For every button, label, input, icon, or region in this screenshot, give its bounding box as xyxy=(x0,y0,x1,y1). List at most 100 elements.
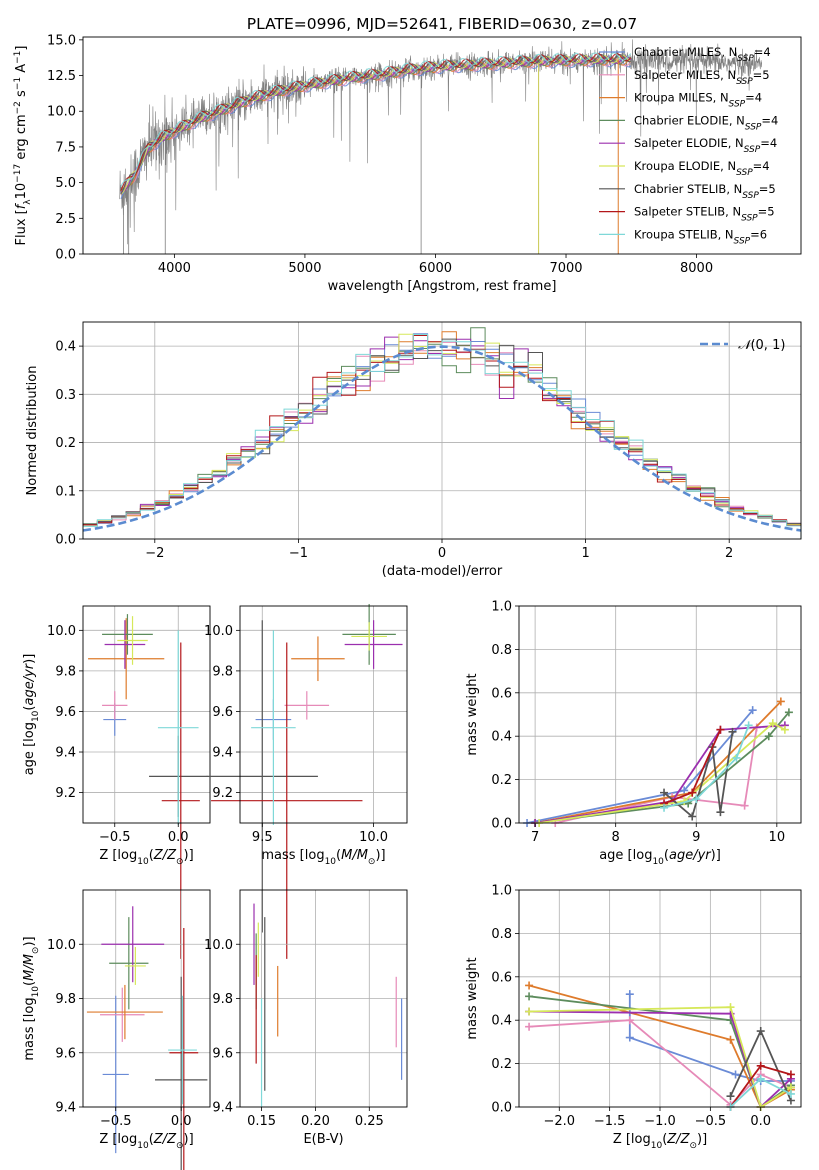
legend-entry: Kroupa ELODIE, NSSP=4 xyxy=(634,159,770,178)
spectrum-xtick-label: 6000 xyxy=(419,261,452,276)
spectrum-model-line xyxy=(120,56,632,191)
age-vs-mass-errorbar xyxy=(251,630,296,826)
age-vs-Z-errorbar xyxy=(88,618,165,700)
weight-vs-Z-xtick-label: −1.0 xyxy=(644,1114,676,1129)
residuals-ytick-label: 0.4 xyxy=(55,340,76,355)
weight-vs-Z-point xyxy=(726,1035,735,1044)
mass-vs-Z-errorbar xyxy=(102,995,129,1154)
age-vs-Z-xtick-label: −0.5 xyxy=(99,830,131,845)
spectrum-xtick-label: 5000 xyxy=(288,261,321,276)
age-vs-Z-plot xyxy=(88,614,208,959)
mass-vs-ebv-ytick-label: 9.6 xyxy=(212,1046,233,1061)
weight-vs-age-point xyxy=(740,801,749,810)
legend-entry: Chabrier MILES, NSSP=4 xyxy=(634,45,771,64)
weight-vs-age-point xyxy=(732,753,741,762)
mass-vs-Z-axes: −0.5 0.0 9.4 9.6 9.8 10.0 Z [log10(Z/Z⊙)] mass … xyxy=(22,889,211,1151)
mass-vs-Z-errorbar xyxy=(100,987,145,1042)
weight-vs-age-point xyxy=(744,721,753,730)
mass-vs-Z-frame xyxy=(82,889,211,1108)
weight-vs-age-ytick-label: 0.6 xyxy=(491,686,512,701)
legend-entry: Salpeter ELODIE, NSSP=4 xyxy=(634,136,777,155)
weight-vs-age-xlabel: age [log10(age/yr)] xyxy=(599,848,721,867)
weight-vs-Z-panel: −2.0 −1.5 −1.0 −0.5 0.0 0.0 0.2 0.4 0.6 0.8 1.0 Z [… xyxy=(465,884,802,1151)
mass-vs-ebv-xtick-label: 0.20 xyxy=(301,1114,330,1129)
weight-vs-Z-axes: −2.0 −1.5 −1.0 −0.5 0.0 0.0 0.2 0.4 0.6 0.8 1.0 Z [… xyxy=(465,884,802,1151)
residuals-plot xyxy=(82,327,802,539)
weight-vs-age-xtick-label: 8 xyxy=(612,830,620,845)
weight-vs-age-point xyxy=(748,706,757,715)
weight-vs-Z-ytick-label: 0.6 xyxy=(491,970,512,985)
weight-vs-age-series xyxy=(531,708,793,827)
age-vs-mass-errorbar xyxy=(284,691,330,720)
weight-vs-Z-xtick-label: −0.5 xyxy=(695,1114,727,1129)
mass-vs-Z-errorbar xyxy=(168,995,197,1105)
weight-vs-Z-xtick-label: −2.0 xyxy=(543,1114,575,1129)
weight-vs-age-xtick-label: 10 xyxy=(769,830,786,845)
mass-vs-ebv-ytick-label: 9.8 xyxy=(212,992,233,1007)
age-vs-Z-errorbar xyxy=(157,630,199,826)
weight-vs-Z-point xyxy=(525,992,534,1001)
residuals-xtick-label: 0 xyxy=(438,546,446,561)
spectrum-plot xyxy=(119,39,762,254)
weight-vs-Z-point xyxy=(726,1092,735,1101)
weight-vs-age-ytick-label: 0.4 xyxy=(491,730,512,745)
figure-title: PLATE=0996, MJD=52641, FIBERID=0630, z=0… xyxy=(247,15,637,33)
spectrum-ytick-label: 10.0 xyxy=(47,105,76,120)
age-vs-mass-ytick-label: 9.2 xyxy=(212,786,233,801)
age-vs-Z-axes: −0.5 0.0 9.2 9.4 9.6 9.8 10.0 Z [log10(Z/Z⊙)] ag… xyxy=(22,605,211,867)
weight-vs-age-point xyxy=(680,786,689,795)
age-vs-Z-grid xyxy=(83,606,210,823)
weight-vs-Z-point xyxy=(726,1003,735,1012)
spectrum-axes: 4000 5000 6000 7000 8000 0.0 2.5 5.0 7.5 10.0 12.5… xyxy=(13,33,802,294)
mass-vs-Z-errorbar xyxy=(101,906,165,983)
residuals-ytick-label: 0.0 xyxy=(55,533,76,548)
mass-vs-Z-errorbar xyxy=(169,927,199,1170)
weight-vs-age-series xyxy=(660,725,725,808)
weight-vs-age-point xyxy=(776,697,785,706)
mass-vs-Z-errorbar xyxy=(109,917,149,1010)
weight-vs-age-ylabel: mass weight xyxy=(465,673,480,755)
residuals-xlabel: (data-model)/error xyxy=(382,564,503,579)
age-vs-mass-ytick-label: 9.6 xyxy=(212,705,233,720)
residuals-xtick-label: 2 xyxy=(725,546,733,561)
age-vs-mass-ytick-label: 10.0 xyxy=(204,624,233,639)
residuals-ytick-label: 0.1 xyxy=(55,484,76,499)
mass-vs-Z-ytick-label: 9.6 xyxy=(55,1046,76,1061)
spectrum-model-line xyxy=(120,55,632,193)
legend-entry: Kroupa STELIB, NSSP=6 xyxy=(634,227,767,246)
weight-vs-Z-ytick-label: 1.0 xyxy=(491,884,512,899)
weight-vs-Z-series-line xyxy=(529,1010,792,1109)
weight-vs-Z-ytick-label: 0.0 xyxy=(491,1101,512,1116)
age-vs-mass-ytick-label: 9.8 xyxy=(212,664,233,679)
age-vs-Z-xlabel: Z [log10(Z/Z⊙)] xyxy=(99,848,193,867)
spectrum-xtick-label: 4000 xyxy=(158,261,191,276)
age-vs-mass-plot xyxy=(206,603,403,959)
weight-vs-Z-point xyxy=(625,1016,634,1025)
weight-vs-Z-series-line xyxy=(529,1006,792,1109)
mass-vs-Z-errorbar xyxy=(86,984,163,1040)
residuals-ylabel: Normed distribution xyxy=(25,366,40,496)
weight-vs-age-series xyxy=(660,721,753,812)
age-vs-Z-frame xyxy=(82,605,211,824)
weight-vs-age-point xyxy=(728,727,737,736)
weight-vs-age-axes: 7 8 9 10 0.0 0.2 0.4 0.6 0.8 1.0 age [log10(age/yr… xyxy=(465,600,802,867)
mass-vs-ebv-frame xyxy=(239,889,408,1108)
residuals-frame xyxy=(82,321,802,540)
spectrum-model-line xyxy=(120,52,632,187)
weight-vs-age-point xyxy=(692,795,701,804)
weight-vs-Z-xtick-label: −1.5 xyxy=(594,1114,626,1129)
age-vs-Z-ytick-label: 9.2 xyxy=(55,786,76,801)
age-vs-Z-ytick-label: 10.0 xyxy=(47,624,76,639)
spectrum-ytick-label: 2.5 xyxy=(55,212,76,227)
weight-vs-Z-point xyxy=(756,1061,765,1070)
weight-vs-Z-point xyxy=(525,981,534,990)
mass-vs-Z-grid xyxy=(83,890,210,1108)
mass-vs-Z-errorbar xyxy=(124,946,146,985)
age-vs-Z-panel: −0.5 0.0 9.2 9.4 9.6 9.8 10.0 Z [log10(Z/Z⊙)] ag… xyxy=(22,605,211,959)
weight-vs-Z-point xyxy=(625,990,634,999)
weight-vs-age-series-line xyxy=(534,711,790,824)
weight-vs-age-xtick-label: 7 xyxy=(531,830,539,845)
weight-vs-age-series-line xyxy=(534,724,785,824)
age-vs-Z-errorbar xyxy=(161,642,200,959)
age-vs-Z-ylabel: age [log10(age/yr)] xyxy=(22,654,41,776)
